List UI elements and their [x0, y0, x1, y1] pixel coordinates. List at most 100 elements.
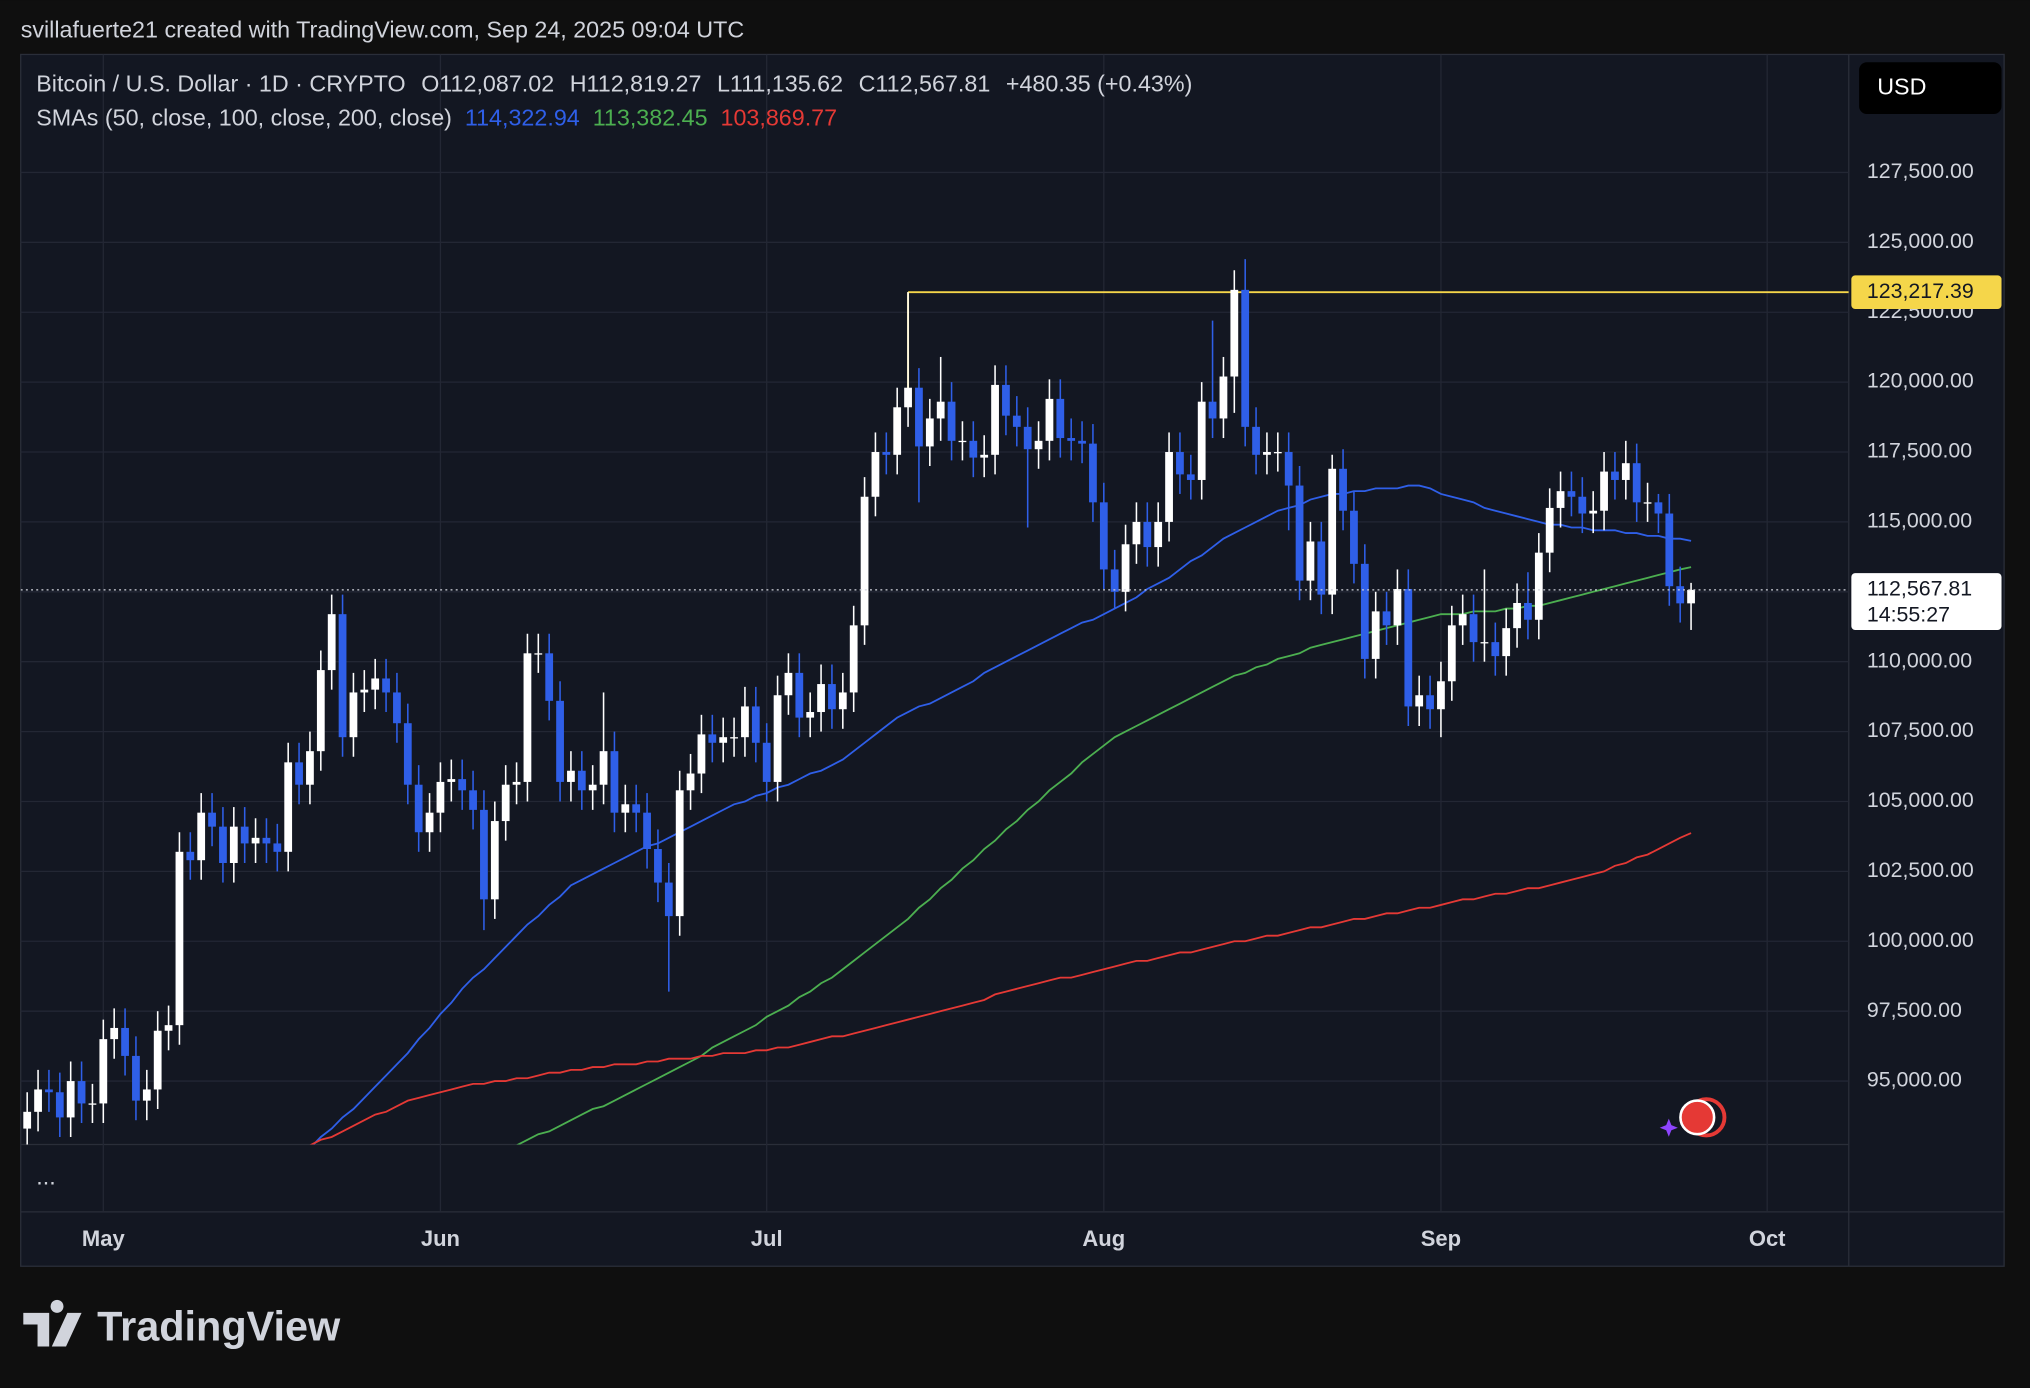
candle-body [490, 821, 499, 900]
candle-body [1654, 502, 1663, 514]
symbol-title: Bitcoin / U.S. Dollar · 1D · CRYPTO [36, 71, 405, 97]
candle-body [1197, 401, 1206, 480]
candle-body [1154, 521, 1163, 548]
x-tick-label: Sep [1421, 1226, 1461, 1251]
candle-body [1415, 695, 1424, 707]
grid [20, 54, 1849, 1212]
candle-body [719, 737, 728, 743]
candle-body [153, 1030, 162, 1090]
candle-body [1339, 468, 1347, 511]
countdown-label: 14:55:27 [1867, 602, 1950, 626]
candle-body [414, 784, 423, 833]
y-tick-label: 105,000.00 [1867, 788, 1974, 812]
y-tick-label: 125,000.00 [1867, 229, 1974, 253]
candle-body [447, 779, 456, 782]
candle-body [360, 689, 369, 693]
candle-body [208, 812, 216, 827]
candle-body [838, 692, 847, 710]
candle-body [969, 440, 978, 458]
candle-body [1426, 695, 1434, 710]
candle-body [1067, 438, 1076, 441]
candle-body [1002, 384, 1010, 416]
credit: svillafuerte21 created with TradingView.… [21, 16, 744, 42]
candle-body [1165, 452, 1173, 522]
candle-body [730, 737, 738, 739]
candle-body [621, 804, 630, 813]
x-tick-label: Jun [421, 1226, 460, 1251]
candle-body [458, 779, 467, 791]
candle-body [306, 751, 314, 785]
candle-body [110, 1027, 119, 1040]
candle-body [1524, 602, 1532, 620]
candle-body [849, 625, 858, 693]
flag-icon[interactable] [1659, 1097, 1727, 1138]
candle-body [654, 849, 662, 883]
candle-body [393, 692, 401, 724]
candle-body [1306, 541, 1315, 581]
candle-body [284, 762, 293, 852]
candle-body [1458, 614, 1467, 626]
x-tick-label: May [82, 1226, 126, 1251]
candle-body [893, 407, 902, 455]
candle-body [338, 614, 347, 738]
logo-icon [23, 1299, 82, 1347]
candle-body [240, 826, 249, 844]
candle-body [1273, 452, 1282, 454]
candle-body [610, 751, 619, 813]
candle-body [1056, 398, 1065, 439]
candle-body [1502, 628, 1511, 657]
candle-body [643, 812, 651, 850]
candle-body [1132, 521, 1141, 545]
candle-body [1350, 510, 1358, 564]
currency-label[interactable]: USD [1877, 73, 1926, 99]
candle-body [425, 812, 434, 833]
candle-body [1611, 471, 1619, 480]
candle-body [751, 706, 760, 743]
candle-body [1023, 426, 1032, 450]
y-tick-label: 115,000.00 [1867, 509, 1972, 533]
candle-body [947, 401, 956, 441]
candle-body [534, 653, 543, 655]
candle-body [1578, 496, 1587, 514]
candle-body [99, 1039, 108, 1104]
sma-legend-value: 113,382.45 [593, 104, 708, 130]
flag-circle [1679, 1099, 1716, 1136]
candle-body [197, 812, 206, 861]
pane-menu[interactable]: ... [36, 1163, 55, 1189]
x-tick-label: Jul [751, 1226, 783, 1251]
candle-body [1284, 452, 1293, 486]
candle-body [66, 1081, 75, 1118]
candle-body [316, 670, 325, 752]
candle-body [762, 742, 771, 782]
sma-line [312, 484, 1692, 1145]
candle-body [251, 837, 260, 844]
candle-body [1437, 681, 1445, 710]
sma-line [309, 832, 1692, 1145]
candle-body [403, 723, 412, 785]
y-tick-label: 100,000.00 [1867, 928, 1974, 952]
candle-body [545, 653, 554, 701]
candle-body [480, 809, 488, 900]
level-badge [1851, 275, 2002, 309]
ohlc-value: +480.35 (+0.43%) [1006, 71, 1193, 97]
candle-body [632, 804, 641, 813]
candle-body [773, 695, 782, 782]
candle-body [1121, 544, 1130, 592]
candle-body [262, 837, 271, 844]
candle-body [132, 1055, 140, 1101]
candle-body [828, 684, 836, 710]
currency-button[interactable] [1859, 62, 2002, 114]
candle-body [219, 826, 227, 863]
y-tick-label: 127,500.00 [1867, 159, 1974, 183]
candle-body [1208, 401, 1217, 419]
candle-body [958, 440, 967, 443]
candle-body [925, 418, 934, 447]
candle-body [686, 773, 695, 791]
y-tick-label: 110,000.00 [1867, 648, 1972, 672]
sma-legend-value: 103,869.77 [721, 104, 838, 130]
candle-body [567, 770, 575, 782]
candle-body [1621, 463, 1630, 480]
candle-body [88, 1103, 97, 1105]
y-tick-label: 117,500.00 [1867, 439, 1972, 463]
y-tick-label: 120,000.00 [1867, 369, 1974, 393]
